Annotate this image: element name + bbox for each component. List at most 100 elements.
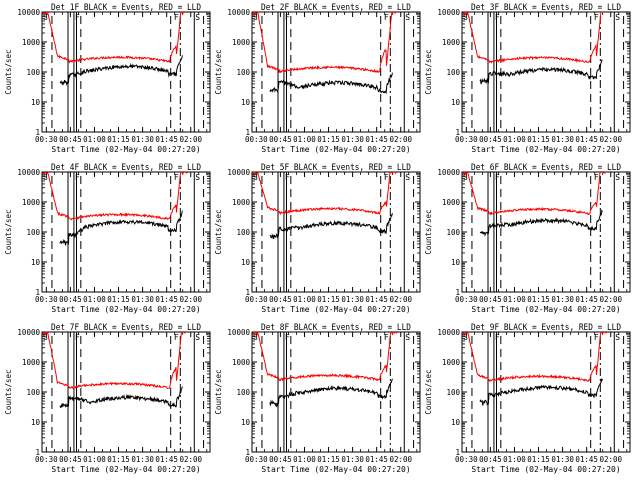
lld-series-line xyxy=(462,332,608,382)
saa-finish-flag: F xyxy=(285,173,290,182)
y-tick-label: 1 xyxy=(245,448,250,457)
saa-start-flag: S xyxy=(405,173,410,182)
saa-finish-flag: F xyxy=(495,13,500,22)
panel-frame xyxy=(461,171,631,293)
y-tick-label: 1000 xyxy=(22,358,41,367)
x-tick-label: 00:45 xyxy=(479,455,502,464)
x-axis-label: Start Time (02-May-04 00:27:20) xyxy=(261,305,410,314)
detector-panel-2: Det 2F BLACK = Events, RED = LLD 1 10 100 10… xyxy=(214,3,421,154)
x-tick-label: 01:30 xyxy=(341,295,364,304)
y-tick-label: 1000 xyxy=(232,38,251,47)
y-tick-label: 100 xyxy=(446,68,460,77)
x-tick-label: 02:00 xyxy=(599,135,622,144)
x-tick-label: 01:30 xyxy=(131,455,154,464)
y-tick-label: 10 xyxy=(241,98,251,107)
saa-start-flag: S xyxy=(43,13,48,22)
events-series-line xyxy=(59,210,183,246)
saa-start-flag: S xyxy=(463,13,468,22)
panel-title: Det 2F BLACK = Events, RED = LLD xyxy=(261,3,411,13)
x-tick-label: 01:15 xyxy=(107,135,130,144)
x-axis-label: Start Time (02-May-04 00:27:20) xyxy=(471,145,620,154)
events-series-line xyxy=(269,378,393,408)
y-tick-label: 100 xyxy=(236,388,250,397)
y-axis-label: Counts/sec xyxy=(214,49,223,94)
y-tick-label: 1 xyxy=(455,288,460,297)
x-tick-label: 00:45 xyxy=(59,455,82,464)
y-axis-label: Counts/sec xyxy=(4,209,13,254)
saa-finish-flag: F xyxy=(384,333,389,342)
saa-start-flag: S xyxy=(43,333,48,342)
x-tick-label: 01:15 xyxy=(317,455,340,464)
x-tick-label: 01:45 xyxy=(155,455,178,464)
x-tick-label: 01:15 xyxy=(317,135,340,144)
panel-title: Det 8F BLACK = Events, RED = LLD xyxy=(261,323,411,333)
x-tick-label: 00:30 xyxy=(455,455,478,464)
x-tick-label: 02:00 xyxy=(389,295,412,304)
events-series-line xyxy=(59,55,183,87)
y-tick-label: 10000 xyxy=(227,168,250,177)
y-tick-label: 100 xyxy=(446,388,460,397)
events-series-line xyxy=(479,377,603,406)
saa-start-flag: S xyxy=(405,333,410,342)
x-tick-label: 01:45 xyxy=(365,455,388,464)
lld-series-line xyxy=(42,332,188,390)
saa-start-flag: S xyxy=(253,13,258,22)
x-tick-label: 00:45 xyxy=(479,295,502,304)
x-tick-label: 00:45 xyxy=(269,135,292,144)
x-tick-label: 00:30 xyxy=(455,295,478,304)
y-axis-label: Counts/sec xyxy=(424,369,433,414)
y-tick-label: 1 xyxy=(455,448,460,457)
y-tick-label: 1 xyxy=(35,448,40,457)
y-tick-label: 100 xyxy=(236,68,250,77)
x-tick-label: 01:30 xyxy=(131,295,154,304)
lld-series-line xyxy=(252,12,398,74)
x-tick-label: 01:30 xyxy=(341,455,364,464)
panel-frame xyxy=(251,171,421,293)
saa-finish-flag: F xyxy=(75,333,80,342)
saa-finish-flag: F xyxy=(75,173,80,182)
panel-frame xyxy=(41,171,211,293)
y-tick-label: 1000 xyxy=(22,198,41,207)
detector-panel-3: Det 3F BLACK = Events, RED = LLD 1 10 100 10… xyxy=(424,3,631,154)
y-tick-label: 100 xyxy=(26,228,40,237)
lld-series-line xyxy=(462,12,608,64)
y-tick-label: 1 xyxy=(35,288,40,297)
x-tick-label: 01:15 xyxy=(317,295,340,304)
x-tick-label: 00:45 xyxy=(479,135,502,144)
x-tick-label: 01:00 xyxy=(293,295,316,304)
y-tick-label: 1 xyxy=(35,128,40,137)
saa-start-flag: S xyxy=(195,173,200,182)
panel-title: Det 7F BLACK = Events, RED = LLD xyxy=(51,323,201,333)
saa-finish-flag: F xyxy=(495,333,500,342)
y-tick-label: 1000 xyxy=(22,38,41,47)
y-tick-label: 10000 xyxy=(437,328,460,337)
panel-frame xyxy=(41,331,211,453)
y-tick-label: 10000 xyxy=(227,328,250,337)
lld-series-line xyxy=(42,12,188,64)
detector-panel-8: Det 8F BLACK = Events, RED = LLD 1 10 100 10… xyxy=(214,323,421,474)
panel-frame xyxy=(461,331,631,453)
y-axis-label: Counts/sec xyxy=(424,209,433,254)
x-tick-label: 01:00 xyxy=(83,295,106,304)
y-tick-label: 10000 xyxy=(17,168,40,177)
x-tick-label: 00:45 xyxy=(269,295,292,304)
y-tick-label: 100 xyxy=(446,228,460,237)
x-axis-label: Start Time (02-May-04 00:27:20) xyxy=(471,305,620,314)
saa-start-flag: S xyxy=(253,173,258,182)
x-tick-label: 00:30 xyxy=(245,295,268,304)
y-tick-label: 10000 xyxy=(437,8,460,17)
panel-title: Det 6F BLACK = Events, RED = LLD xyxy=(471,163,621,173)
y-tick-label: 10 xyxy=(31,258,41,267)
panel-title: Det 3F BLACK = Events, RED = LLD xyxy=(471,3,621,13)
x-tick-label: 01:15 xyxy=(527,135,550,144)
saa-finish-flag: F xyxy=(384,173,389,182)
x-tick-label: 01:45 xyxy=(155,135,178,144)
x-tick-label: 01:00 xyxy=(503,455,526,464)
panel-title: Det 1F BLACK = Events, RED = LLD xyxy=(51,3,201,13)
x-tick-label: 01:45 xyxy=(575,455,598,464)
x-tick-label: 02:00 xyxy=(599,295,622,304)
y-tick-label: 10000 xyxy=(437,168,460,177)
x-tick-label: 00:45 xyxy=(269,455,292,464)
x-axis-label: Start Time (02-May-04 00:27:20) xyxy=(51,305,200,314)
